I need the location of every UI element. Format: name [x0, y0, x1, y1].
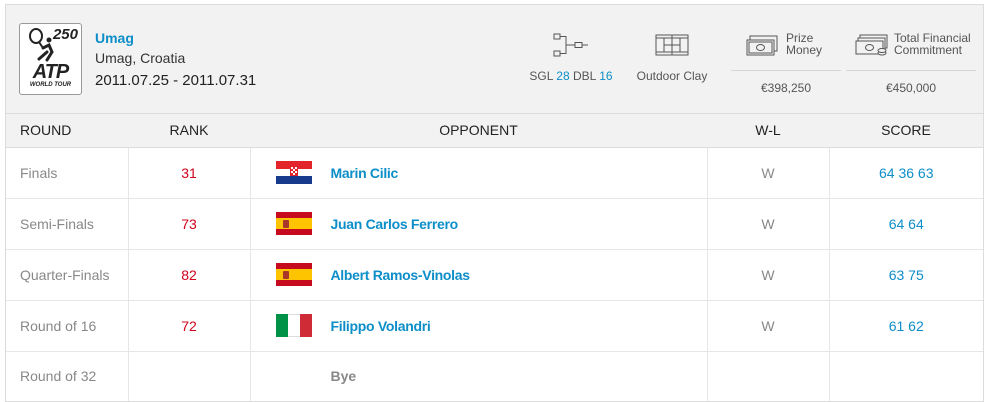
rank-cell: 72 — [128, 300, 251, 352]
draw-size-value: SGL 28 DBL 16 — [529, 69, 613, 83]
rank-cell: 31 — [128, 147, 251, 199]
wl-cell — [707, 351, 830, 401]
money-stack-icon — [855, 34, 888, 56]
tournament-name-link[interactable]: Umag — [95, 30, 134, 46]
tournament-location: Umag, Croatia — [95, 50, 186, 66]
round-cell: Round of 32 — [6, 351, 129, 401]
opponent-cell: Albert Ramos-Vinolas — [250, 249, 708, 301]
atp-logo-text: ATP — [32, 61, 70, 83]
opponent-cell: Marin Cilic — [250, 147, 708, 199]
surface-stat: Outdoor Clay — [632, 29, 712, 83]
wl-cell: W — [707, 300, 830, 352]
round-cell: Quarter-Finals — [6, 249, 129, 301]
score-link[interactable]: 63 75 — [829, 249, 983, 301]
column-header-score: SCORE — [829, 114, 983, 148]
column-header-rank: RANK — [128, 114, 250, 148]
opponent-cell: Bye — [250, 351, 708, 401]
opponent-cell: Juan Carlos Ferrero — [250, 198, 708, 250]
score-cell — [829, 351, 983, 401]
world-tour-text: WORLD TOUR — [29, 82, 72, 88]
column-header-opponent: OPPONENT — [250, 114, 707, 148]
tournament-activity-panel: 250 ATP WORLD TOUR Umag Umag, Croatia 20… — [5, 4, 984, 402]
tournament-header: 250 ATP WORLD TOUR Umag Umag, Croatia 20… — [6, 5, 983, 114]
prize-money-stat: Prize Money — [731, 29, 841, 71]
wl-cell: W — [707, 249, 830, 301]
draw-bracket-icon — [553, 33, 588, 57]
croatia-flag-icon — [275, 161, 312, 184]
wl-cell: W — [707, 198, 830, 250]
rank-cell: 82 — [128, 249, 251, 301]
tournament-level: 250 — [52, 26, 78, 43]
opponent-link[interactable]: Juan Carlos Ferrero — [330, 215, 459, 232]
financial-commitment-stat: Total Financial Commitment — [846, 29, 976, 71]
tennis-player-icon — [29, 28, 54, 62]
score-link[interactable]: 64 64 — [829, 198, 983, 250]
court-icon — [655, 34, 689, 56]
score-link[interactable]: 61 62 — [829, 300, 983, 352]
rank-cell: 73 — [128, 198, 251, 250]
column-header-round: ROUND — [6, 114, 128, 148]
match-results-table: ROUND RANK OPPONENT W-L SCORE Finals 31 — [6, 114, 983, 401]
table-row: Semi-Finals 73 Juan Carlos Ferrero W 64 … — [6, 198, 983, 250]
italy-flag-icon — [275, 314, 312, 337]
round-cell: Semi-Finals — [6, 198, 129, 250]
rank-cell — [128, 351, 251, 401]
table-row: Quarter-Finals 82 Albert Ramos-Vinolas W… — [6, 249, 983, 301]
surface-value: Outdoor Clay — [636, 69, 708, 83]
prize-money-label: Prize Money — [786, 31, 823, 57]
prize-money-value: €398,250 — [760, 81, 812, 95]
table-row: Finals 31 Marin Cilic W — [6, 147, 983, 199]
bye-label: Bye — [330, 368, 357, 385]
round-cell: Round of 16 — [6, 300, 129, 352]
opponent-link[interactable]: Albert Ramos-Vinolas — [330, 266, 471, 283]
financial-commitment-value: €450,000 — [885, 81, 937, 95]
wl-cell: W — [707, 147, 830, 199]
spain-flag-icon — [275, 212, 312, 235]
tournament-dates: 2011.07.25 - 2011.07.31 — [95, 72, 257, 89]
score-link[interactable]: 64 36 63 — [829, 147, 983, 199]
atp-250-logo: 250 ATP WORLD TOUR — [19, 23, 82, 95]
column-header-wl: W-L — [707, 114, 829, 148]
financial-commitment-label: Total Financial Commitment — [894, 31, 971, 57]
banknote-icon — [746, 35, 778, 56]
opponent-link[interactable]: Filippo Volandri — [330, 317, 431, 334]
draw-size-stat: SGL 28 DBL 16 — [526, 29, 616, 83]
table-row: Round of 16 72 Filippo Volandri W 61 62 — [6, 300, 983, 352]
spain-flag-icon — [275, 263, 312, 286]
table-header-row: ROUND RANK OPPONENT W-L SCORE — [6, 114, 983, 148]
opponent-link[interactable]: Marin Cilic — [330, 164, 399, 181]
table-row: Round of 32 Bye — [6, 351, 983, 401]
round-cell: Finals — [6, 147, 129, 199]
opponent-cell: Filippo Volandri — [250, 300, 708, 352]
